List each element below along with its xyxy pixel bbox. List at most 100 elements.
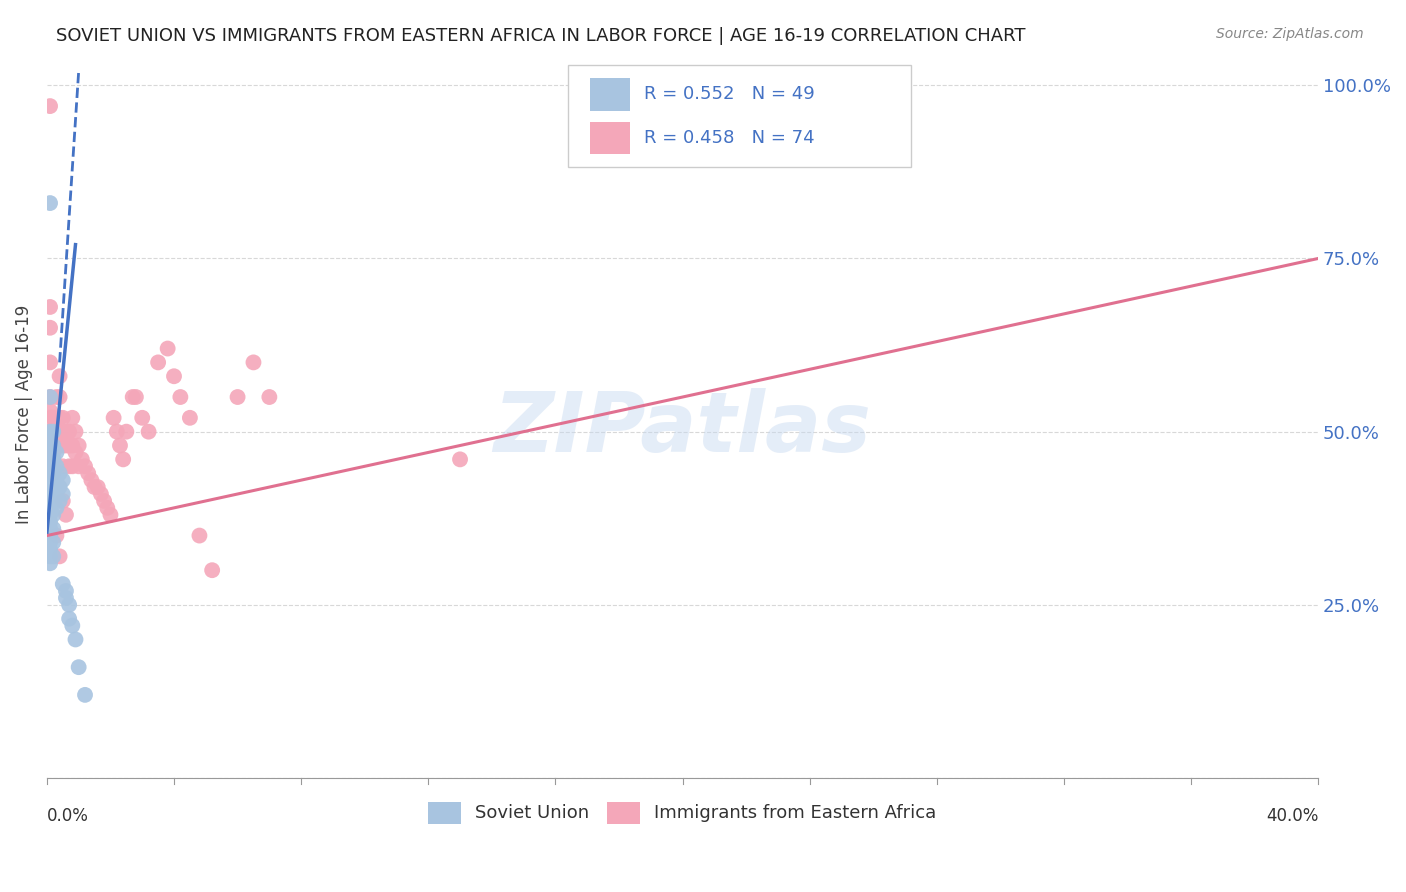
Point (60, 459, 83, 474)
Text: ZIPatlas: ZIPatlas (494, 388, 872, 469)
Text: SOVIET UNION VS IMMIGRANTS FROM EASTERN AFRICA IN LABOR FORCE | AGE 16-19 CORREL: SOVIET UNION VS IMMIGRANTS FROM EASTERN … (56, 27, 1026, 45)
Point (48, 390, 70, 404)
Point (48, 549, 70, 564)
Point (58, 459, 80, 474)
Point (163, 369, 186, 384)
Bar (589, 78, 630, 111)
Point (115, 425, 138, 439)
Point (39, 355, 62, 369)
Point (105, 425, 128, 439)
Point (45, 487, 67, 501)
Point (39, 494, 62, 508)
Point (58, 612, 80, 626)
Point (45, 390, 67, 404)
Point (52, 438, 75, 452)
Point (39, 300, 62, 314)
Point (58, 598, 80, 612)
Point (45, 459, 67, 474)
Point (39, 390, 62, 404)
Point (39, 425, 62, 439)
Point (39, 410, 62, 425)
Point (39, 522, 62, 536)
Point (93, 494, 115, 508)
Point (42, 445, 65, 459)
Point (48, 480, 70, 494)
Point (39, 467, 62, 481)
Point (39, 459, 62, 474)
Point (42, 522, 65, 536)
Point (39, 480, 62, 494)
Point (65, 445, 87, 459)
Point (39, 320, 62, 334)
Point (77, 467, 100, 481)
Text: 40.0%: 40.0% (1265, 807, 1319, 825)
Point (156, 342, 179, 356)
Point (65, 632, 87, 647)
Point (39, 535, 62, 549)
Point (39, 438, 62, 452)
Point (52, 425, 75, 439)
Point (39, 508, 62, 522)
Point (39, 556, 62, 570)
Point (52, 577, 75, 591)
Point (48, 438, 70, 452)
Point (42, 480, 65, 494)
Point (39, 528, 62, 542)
Point (60, 618, 83, 632)
Point (42, 535, 65, 549)
Point (67, 459, 90, 474)
Point (39, 452, 62, 467)
Point (52, 459, 75, 474)
Point (146, 355, 169, 369)
Point (42, 467, 65, 481)
Point (45, 459, 67, 474)
Point (42, 425, 65, 439)
Point (39, 452, 62, 467)
Point (39, 404, 62, 418)
Bar (589, 121, 630, 154)
Point (55, 438, 77, 452)
Point (39, 542, 62, 557)
Text: R = 0.552   N = 49: R = 0.552 N = 49 (644, 86, 815, 103)
Point (42, 438, 65, 452)
Point (73, 688, 96, 702)
Text: 0.0%: 0.0% (46, 807, 89, 825)
Point (131, 410, 153, 425)
Point (45, 500, 67, 515)
Point (112, 452, 135, 467)
Point (55, 508, 77, 522)
Point (48, 410, 70, 425)
Point (121, 390, 143, 404)
Point (90, 487, 112, 501)
Point (42, 438, 65, 452)
Point (55, 584, 77, 599)
Point (42, 410, 65, 425)
Point (39, 99, 62, 113)
Point (242, 355, 264, 369)
Point (42, 549, 65, 564)
Point (42, 452, 65, 467)
Point (39, 500, 62, 515)
Point (42, 459, 65, 474)
Point (103, 410, 125, 425)
Point (67, 660, 90, 674)
Text: Source: ZipAtlas.com: Source: ZipAtlas.com (1216, 27, 1364, 41)
Point (39, 473, 62, 487)
Point (42, 508, 65, 522)
Point (52, 473, 75, 487)
Point (55, 591, 77, 605)
Point (179, 410, 201, 425)
Point (55, 425, 77, 439)
Point (52, 487, 75, 501)
Point (42, 425, 65, 439)
Point (100, 508, 122, 522)
Text: R = 0.458   N = 74: R = 0.458 N = 74 (644, 129, 815, 147)
Point (259, 390, 281, 404)
Point (52, 494, 75, 508)
Point (201, 563, 224, 577)
Point (39, 390, 62, 404)
Point (58, 425, 80, 439)
Point (39, 438, 62, 452)
Point (58, 438, 80, 452)
Point (39, 196, 62, 211)
